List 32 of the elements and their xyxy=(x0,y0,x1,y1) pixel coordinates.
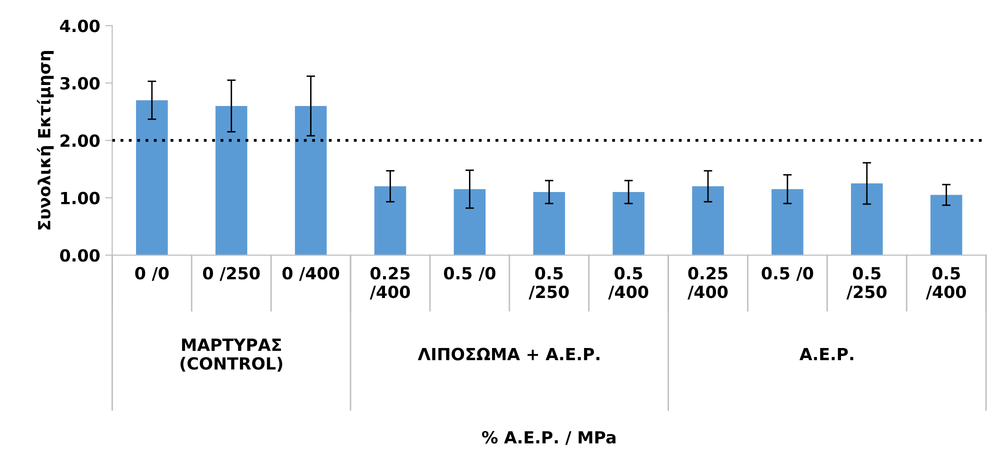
bar xyxy=(692,186,724,256)
y-tick-label: 0.00 xyxy=(60,249,100,262)
x-tick-label: 0.25 /400 xyxy=(688,266,728,300)
y-axis-title: Συνολική Εκτίμηση xyxy=(36,51,54,230)
bar xyxy=(294,106,327,256)
x-tick-label: 0 /250 xyxy=(203,266,260,281)
text: ΛΙΠΟΣΩΜΑ + Α.Ε.Ρ. xyxy=(418,348,600,360)
bar xyxy=(215,106,248,256)
bar xyxy=(374,186,406,256)
y-tick-label: 3.00 xyxy=(60,76,100,90)
x-tick-label: 0.5 /0 xyxy=(444,266,496,281)
text: % Α.Ε.Ρ. / MPa xyxy=(482,430,616,445)
x-tick-label: 0.5 /400 xyxy=(926,266,966,300)
bar xyxy=(612,192,644,256)
bar xyxy=(136,100,168,256)
y-tick-label: 2.00 xyxy=(60,134,100,147)
x-tick-label: 0 /0 xyxy=(135,266,169,281)
x-tick-label: 0 /400 xyxy=(282,266,340,281)
bar xyxy=(772,189,804,256)
text: Α.Ε.Ρ. xyxy=(800,348,854,360)
bar xyxy=(851,183,883,256)
y-tick-label: 1.00 xyxy=(61,192,100,204)
x-tick-label: 0.5 /250 xyxy=(528,266,569,300)
text: ΜΑΡΤΥΡΑΣ (CONTROL) xyxy=(180,338,282,372)
x-tick-label: 0.5 /0 xyxy=(762,266,814,281)
bar xyxy=(930,194,962,256)
bar xyxy=(533,192,566,256)
x-tick-label: 0.5 /400 xyxy=(608,266,648,300)
bar xyxy=(454,189,486,256)
x-tick-label: 0.25 /400 xyxy=(370,266,410,300)
y-tick-label: 4.00 xyxy=(60,20,100,32)
x-tick-label: 0.5 /250 xyxy=(846,266,887,300)
